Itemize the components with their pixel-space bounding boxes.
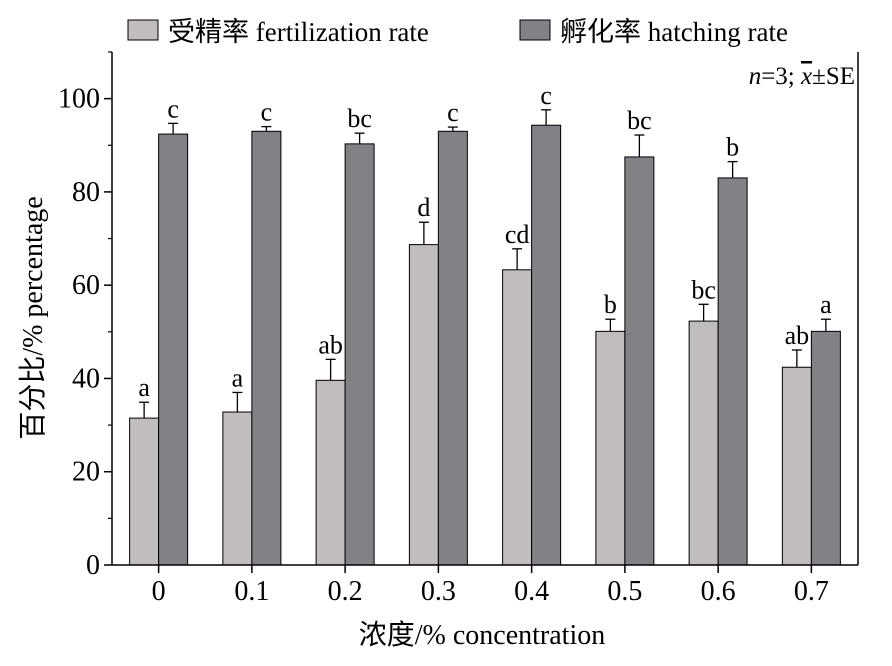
bar-fertilization-4 [502,269,533,566]
legend-swatch-hatching [519,19,551,41]
significance-label: bc [691,275,716,304]
bar-fertilization-2 [315,379,346,566]
legend-label-fertilization: 受精率 fertilization rate [168,17,429,47]
se-label: ±SE [812,63,855,90]
y-tick-label: 100 [58,84,100,115]
bar-hatching-6 [717,177,748,566]
significance-label: c [447,98,459,127]
significance-label: b [604,290,617,319]
significance-label: a [138,373,150,402]
significance-label: d [417,193,430,222]
error-bars-group [139,109,831,419]
bar-hatching-5 [624,156,655,566]
axes-group: 0 20 40 60 80 100 0 0.1 0.2 0.3 0.4 0.5 0.6 0.7 [58,51,859,607]
bar-hatching-3 [437,130,468,566]
legend: 受精率 fertilization rate 孵化率 hatching rate [127,17,788,47]
bar-hatching-4 [531,124,562,566]
x-tick-label: 0.4 [514,576,549,607]
significance-label: c [261,98,273,127]
significance-label: cd [505,220,530,249]
y-tick-label: 80 [72,177,100,208]
significance-label: bc [347,104,372,133]
y-tick-label: 20 [72,457,100,488]
bar-fertilization-7 [781,366,812,566]
bar-hatching-1 [251,130,282,566]
y-axis-title: 百分比/% percentage [17,196,49,439]
x-tick-label: 0.2 [328,576,363,607]
sample-size-note: n=3; x±SE [749,63,855,90]
legend-label-hatching: 孵化率 hatching rate [560,17,788,47]
significance-label: ab [318,330,343,359]
significance-label: a [820,290,832,319]
bar-fertilization-5 [595,330,626,566]
significance-label: c [167,94,179,123]
legend-swatch-fertilization [127,19,159,41]
mean-symbol: x [800,63,812,90]
n-symbol: n [749,63,762,90]
x-tick-label: 0.6 [701,576,736,607]
x-tick-label: 0.1 [234,576,269,607]
n-value: =3; [761,63,801,90]
bar-fertilization-1 [222,411,253,566]
significance-label: bc [627,106,652,135]
y-tick-label: 0 [86,550,100,581]
bar-hatching-0 [158,133,189,566]
bars-group [129,124,841,566]
significance-label: a [232,363,244,392]
x-tick-label: 0.7 [794,576,829,607]
x-tick-label: 0.3 [421,576,456,607]
y-tick-label: 40 [72,363,100,394]
bar-fertilization-3 [408,244,439,566]
x-tick-label: 0 [152,576,166,607]
significance-label: b [726,133,739,162]
significance-label: ab [785,321,810,350]
x-axis-title: 浓度/% concentration [359,619,605,651]
x-tick-label: 0.5 [607,576,642,607]
bar-fertilization-0 [129,417,160,566]
significance-label: c [540,81,552,110]
bar-fertilization-6 [688,320,719,566]
bar-hatching-7 [810,330,841,566]
bar-hatching-2 [344,143,375,566]
y-tick-label: 60 [72,270,100,301]
